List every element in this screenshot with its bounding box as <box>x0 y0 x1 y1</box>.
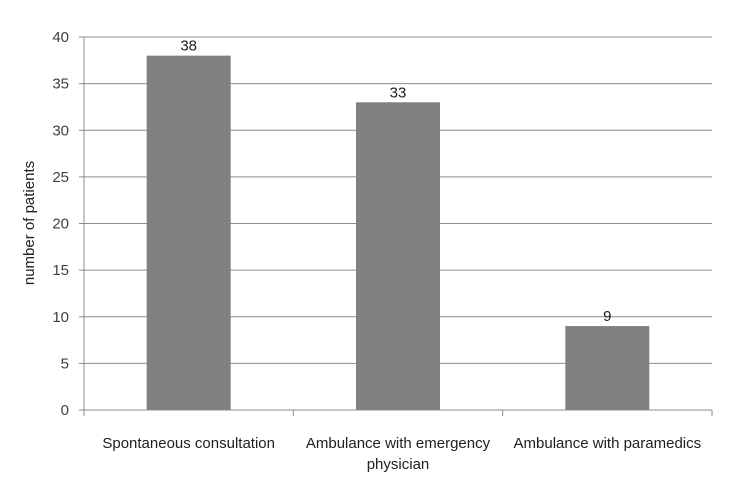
data-label: 38 <box>180 38 197 55</box>
y-tick-label: 0 <box>61 402 69 419</box>
bar <box>356 102 440 411</box>
bar <box>565 326 650 410</box>
labels: 0 5 10 15 20 25 30 35 40 38 Spontaneous consultati… <box>52 29 701 473</box>
bar <box>146 55 231 411</box>
y-tick-label: 35 <box>52 76 69 93</box>
x-category-label: Spontaneous consultation <box>102 435 275 452</box>
x-category-label: Ambulance with emergency physician <box>306 435 491 473</box>
y-tick-label: 25 <box>52 169 69 186</box>
axes <box>79 36 713 416</box>
y-tick-label: 5 <box>61 355 69 372</box>
y-tick-label: 20 <box>52 216 69 233</box>
y-tick-label: 10 <box>52 309 69 326</box>
bars <box>146 55 650 411</box>
y-tick-label: 40 <box>52 29 69 46</box>
x-category-label: Ambulance with paramedics <box>514 435 702 452</box>
data-label: 33 <box>390 84 407 101</box>
data-label: 9 <box>603 308 611 325</box>
y-tick-label: 30 <box>52 122 69 139</box>
y-axis-title: number of patients <box>21 161 38 285</box>
y-tick-label: 15 <box>52 262 69 279</box>
